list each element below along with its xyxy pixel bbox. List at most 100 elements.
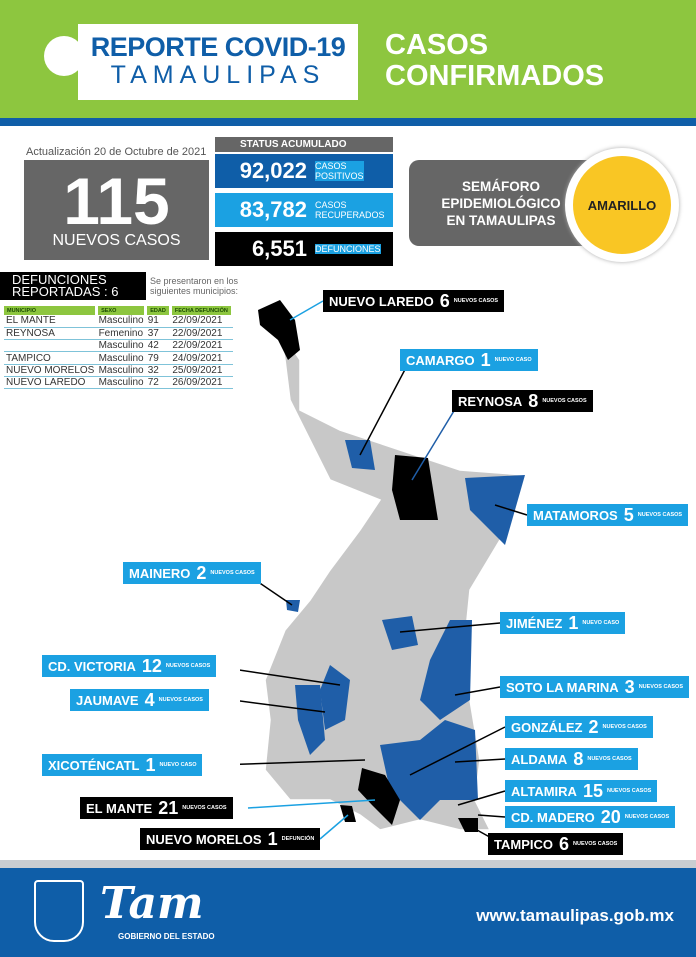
- map-label-num: 1: [568, 612, 579, 633]
- map-label: ALTAMIRA 15 NUEVOS CASOS: [505, 780, 658, 802]
- status-positive: 92,022 CASOS POSITIVOS: [215, 154, 393, 188]
- map-label-name: ALDAMA: [511, 751, 568, 767]
- column-header: FECHA DEFUNCIÓN: [170, 306, 235, 315]
- table-cell: 32: [145, 364, 171, 377]
- map-label-sub: NUEVOS CASOS: [638, 684, 684, 690]
- region-nuevo-laredo: [258, 300, 300, 360]
- map-label: GONZÁLEZ 2 NUEVOS CASOS: [505, 716, 653, 738]
- government-label: GOBIERNO DEL ESTADO: [118, 932, 215, 941]
- map-label-num: 4: [144, 689, 155, 710]
- website-link[interactable]: www.tamaulipas.gob.mx: [476, 906, 674, 925]
- table-cell: Masculino: [96, 315, 146, 328]
- map-label: JAUMAVE 4 NUEVOS CASOS: [70, 689, 209, 711]
- table-cell: NUEVO MORELOS: [4, 364, 97, 377]
- status-deaths: 6,551 DEFUNCIONES: [215, 232, 393, 266]
- map-label-num: 12: [141, 655, 162, 676]
- new-cases-box: 115 NUEVOS CASOS: [24, 160, 209, 260]
- status-recovered: 83,782 CASOS RECUPERADOS: [215, 193, 393, 227]
- table-cell: Masculino: [96, 364, 146, 377]
- map-label-name: NUEVO LAREDO: [329, 293, 434, 309]
- table-cell: Masculino: [96, 339, 146, 353]
- map-label: JIMÉNEZ 1 NUEVO CASO: [500, 612, 626, 634]
- callout-lines: [240, 300, 528, 841]
- table-cell: Masculino: [96, 376, 146, 390]
- map-label-num: 8: [528, 390, 539, 411]
- virus-icon: [44, 36, 84, 76]
- map-label: REYNOSA 8 NUEVOS CASOS: [452, 390, 593, 412]
- table-cell: 22/09/2021: [170, 327, 233, 341]
- map-label-sub: NUEVOS CASOS: [624, 814, 670, 820]
- map-label-name: JIMÉNEZ: [506, 615, 563, 631]
- map-label-num: 21: [158, 797, 179, 818]
- map-label-sub: NUEVOS CASOS: [542, 398, 587, 404]
- region-jaumave: [295, 685, 325, 755]
- tam-logo: Tam: [100, 878, 204, 929]
- column-header: EDAD: [145, 306, 172, 315]
- map-label-num: 6: [439, 290, 450, 311]
- section-title: CASOS CONFIRMADOS: [385, 30, 604, 92]
- map-label-name: CD. VICTORIA: [48, 658, 136, 674]
- footer: [0, 868, 696, 957]
- map-label-sub: DEFUNCIÓN: [281, 836, 315, 842]
- status-label: CASOS POSITIVOS: [315, 161, 364, 181]
- map-label-name: SOTO LA MARINA: [506, 679, 619, 695]
- title-line2: TAMAULIPAS: [110, 61, 326, 89]
- table-cell: 22/09/2021: [170, 339, 233, 353]
- map-label-num: 2: [196, 562, 207, 583]
- table-cell: 72: [145, 376, 171, 390]
- report-title: REPORTE COVID-19 TAMAULIPAS: [78, 24, 358, 100]
- map-label-name: NUEVO MORELOS: [146, 831, 262, 847]
- map-label: ALDAMA 8 NUEVOS CASOS: [505, 748, 638, 770]
- table-cell: 24/09/2021: [170, 351, 233, 365]
- section-line1: CASOS: [385, 29, 489, 61]
- table-cell: Femenino: [96, 327, 146, 341]
- column-header: MUNICIPIO: [4, 306, 99, 315]
- map-label-sub: NUEVOS CASOS: [587, 756, 632, 762]
- map-label: MAINERO 2 NUEVOS CASOS: [123, 562, 261, 584]
- table-row: Masculino 42 22/09/2021: [4, 339, 233, 353]
- new-cases-value: 115: [63, 164, 170, 238]
- table-cell: EL MANTE: [4, 315, 97, 328]
- deaths-note: Se presentaron en los siguientes municip…: [150, 276, 239, 296]
- region-matamoros: [465, 475, 525, 545]
- map-label-name: GONZÁLEZ: [511, 719, 583, 735]
- map-label: EL MANTE 21 NUEVOS CASOS: [80, 797, 233, 819]
- section-line2: CONFIRMADOS: [385, 60, 605, 92]
- map-label: NUEVO LAREDO 6 NUEVOS CASOS: [323, 290, 505, 312]
- divider: [0, 860, 696, 868]
- map-label-num: 15: [582, 780, 603, 801]
- region-el-mante: [358, 768, 400, 825]
- map-label-name: XICOTÉNCATL: [48, 757, 140, 773]
- map-label-num: 1: [480, 349, 491, 370]
- map-label-name: MATAMOROS: [533, 507, 618, 523]
- map-label-sub: NUEVOS CASOS: [182, 805, 227, 811]
- map-label-sub: NUEVOS CASOS: [158, 697, 203, 703]
- map-label-num: 5: [623, 504, 634, 525]
- table-cell: 79: [145, 351, 171, 365]
- map-label-num: 6: [558, 833, 569, 854]
- map-label-name: CAMARGO: [406, 352, 475, 368]
- semaforo-level: AMARILLO: [565, 148, 679, 262]
- map-label-name: TAMPICO: [494, 836, 553, 852]
- map-label-sub: NUEVOS CASOS: [453, 298, 499, 304]
- map-label-name: ALTAMIRA: [511, 783, 577, 799]
- table-row: EL MANTE Masculino 91 22/09/2021: [4, 315, 233, 328]
- map-label-name: REYNOSA: [458, 393, 523, 409]
- state-crest-icon: [34, 880, 84, 942]
- table-row: TAMPICO Masculino 79 24/09/2021: [4, 351, 233, 365]
- map-label-num: 8: [573, 748, 584, 769]
- map-label-sub: NUEVOS CASOS: [637, 512, 683, 518]
- map-label-sub: NUEVO CASO: [159, 762, 197, 768]
- region-reynosa: [392, 455, 438, 520]
- update-date: Actualización 20 de Octubre de 2021: [26, 146, 207, 158]
- map-label-sub: NUEVO CASO: [582, 620, 620, 626]
- map-label: MATAMOROS 5 NUEVOS CASOS: [527, 504, 689, 526]
- map-label-num: 3: [624, 676, 635, 697]
- region-gonzalez-aldama: [380, 720, 478, 820]
- map-label-name: CD. MADERO: [511, 809, 595, 825]
- map-label-sub: NUEVOS CASOS: [602, 724, 647, 730]
- map-label-sub: NUEVO CASO: [494, 357, 532, 363]
- table-row: NUEVO LAREDO Masculino 72 26/09/2021: [4, 376, 233, 390]
- tamaulipas-map: [240, 300, 528, 841]
- status-value: 83,782: [239, 197, 307, 222]
